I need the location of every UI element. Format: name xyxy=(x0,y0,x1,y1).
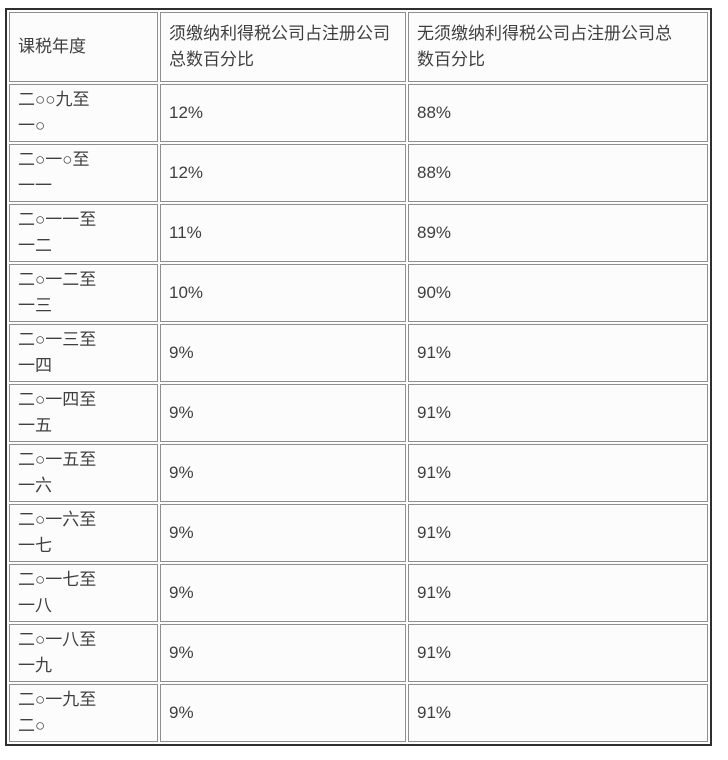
taxable-pct-cell: 9% xyxy=(160,384,406,442)
table-row: 二○一三至 一四 9% 91% xyxy=(9,324,708,382)
non-taxable-pct-cell: 91% xyxy=(408,504,708,562)
table-row: 二○一○至 一一 12% 88% xyxy=(9,144,708,202)
table-row: 二○一八至 一九 9% 91% xyxy=(9,624,708,682)
year-cell: 二○一九至 二○ xyxy=(9,684,158,742)
year-cell: 二○一七至 一八 xyxy=(9,564,158,622)
table-row: 二○一九至 二○ 9% 91% xyxy=(9,684,708,742)
year-cell: 二○一八至 一九 xyxy=(9,624,158,682)
non-taxable-pct-cell: 91% xyxy=(408,444,708,502)
year-cell: 二○一一至 一二 xyxy=(9,204,158,262)
non-taxable-pct-cell: 90% xyxy=(408,264,708,322)
year-cell: 二○○九至 一○ xyxy=(9,84,158,142)
taxable-pct-cell: 9% xyxy=(160,444,406,502)
year-cell: 二○一三至 一四 xyxy=(9,324,158,382)
year-cell: 二○一六至 一七 xyxy=(9,504,158,562)
non-taxable-pct-cell: 91% xyxy=(408,324,708,382)
tax-year-table: 课税年度 须缴纳利得税公司占注册公司 总数百分比 无须缴纳利得税公司占注册公司总… xyxy=(5,8,712,746)
taxable-pct-cell: 11% xyxy=(160,204,406,262)
table-row: 二○一五至 一六 9% 91% xyxy=(9,444,708,502)
taxable-pct-cell: 9% xyxy=(160,504,406,562)
header-row: 课税年度 须缴纳利得税公司占注册公司 总数百分比 无须缴纳利得税公司占注册公司总… xyxy=(9,12,708,82)
taxable-pct-cell: 12% xyxy=(160,144,406,202)
non-taxable-pct-cell: 91% xyxy=(408,564,708,622)
taxable-pct-cell: 9% xyxy=(160,624,406,682)
table-row: 二○○九至 一○ 12% 88% xyxy=(9,84,708,142)
taxable-pct-cell: 12% xyxy=(160,84,406,142)
non-taxable-pct-cell: 91% xyxy=(408,384,708,442)
table-row: 二○一一至 一二 11% 89% xyxy=(9,204,708,262)
table-row: 二○一四至 一五 9% 91% xyxy=(9,384,708,442)
table-row: 二○一六至 一七 9% 91% xyxy=(9,504,708,562)
year-cell: 二○一四至 一五 xyxy=(9,384,158,442)
non-taxable-pct-cell: 88% xyxy=(408,84,708,142)
table-row: 二○一七至 一八 9% 91% xyxy=(9,564,708,622)
non-taxable-pct-cell: 91% xyxy=(408,684,708,742)
non-taxable-pct-cell: 91% xyxy=(408,624,708,682)
header-taxable-pct: 须缴纳利得税公司占注册公司 总数百分比 xyxy=(160,12,406,82)
year-cell: 二○一五至 一六 xyxy=(9,444,158,502)
table-row: 二○一二至 一三 10% 90% xyxy=(9,264,708,322)
year-cell: 二○一二至 一三 xyxy=(9,264,158,322)
taxable-pct-cell: 9% xyxy=(160,324,406,382)
header-tax-year: 课税年度 xyxy=(9,12,158,82)
year-cell: 二○一○至 一一 xyxy=(9,144,158,202)
header-non-taxable-pct: 无须缴纳利得税公司占注册公司总 数百分比 xyxy=(408,12,708,82)
taxable-pct-cell: 10% xyxy=(160,264,406,322)
non-taxable-pct-cell: 89% xyxy=(408,204,708,262)
taxable-pct-cell: 9% xyxy=(160,564,406,622)
taxable-pct-cell: 9% xyxy=(160,684,406,742)
non-taxable-pct-cell: 88% xyxy=(408,144,708,202)
